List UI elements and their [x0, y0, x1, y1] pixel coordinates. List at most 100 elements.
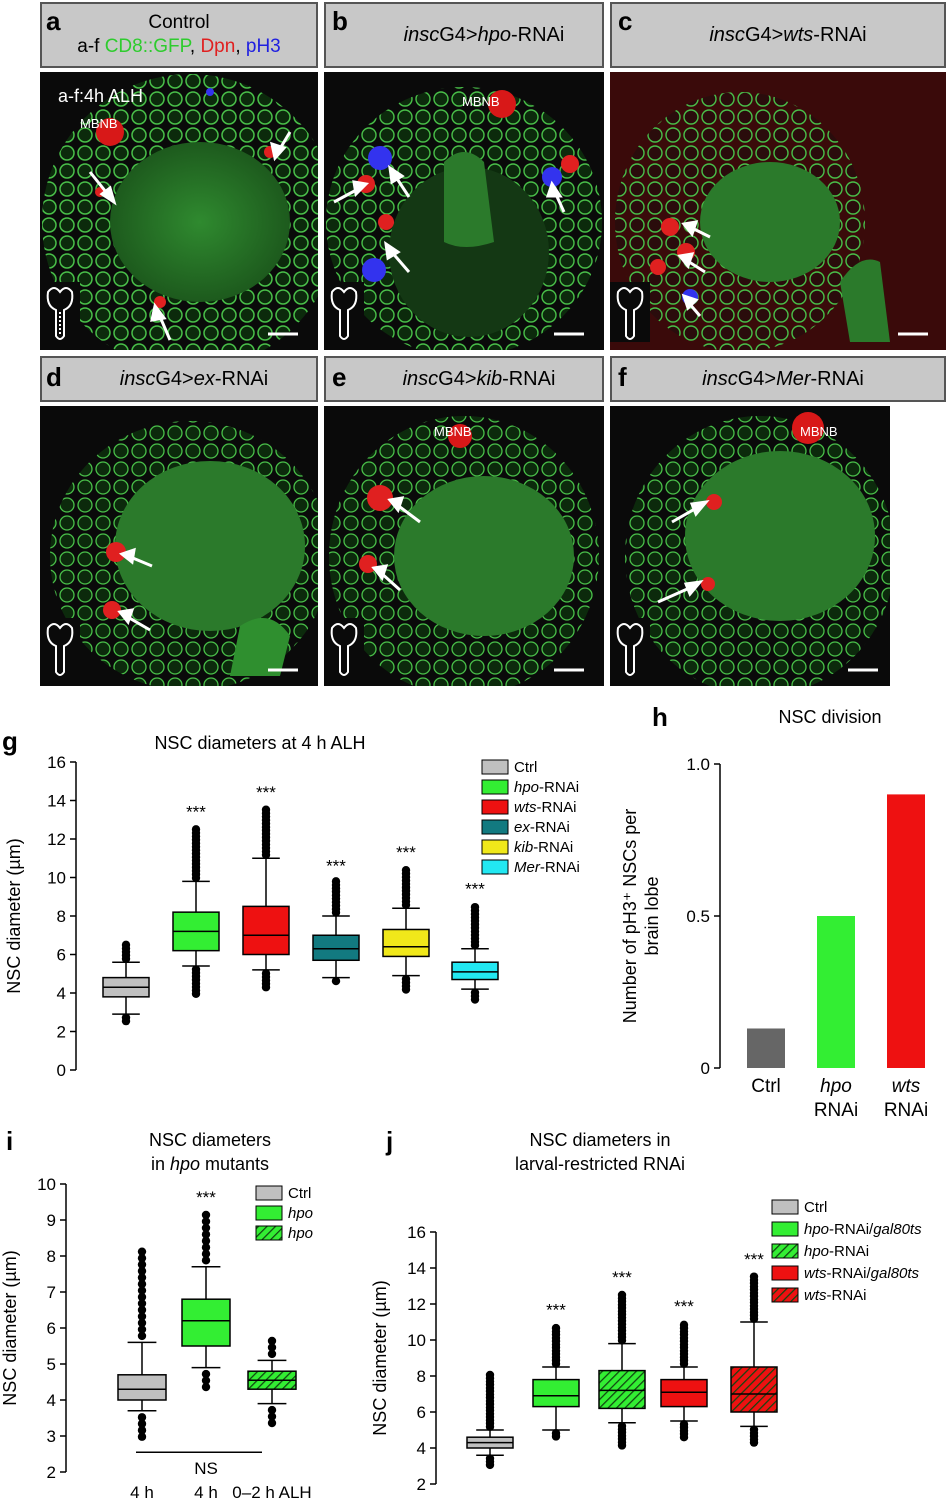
box-i0-outlier: [137, 1292, 147, 1302]
legend-j-3-label: wts-RNAi/gal80ts: [804, 1265, 920, 1282]
box-g1-outlier: [191, 825, 201, 834]
legend-j-0-swatch: [771, 1199, 799, 1215]
box-i0-outlier: [137, 1432, 147, 1441]
panel-letter-a: a: [46, 6, 61, 36]
x-tick-label-i-2: 0–2 h ALH: [232, 1483, 311, 1502]
box-i2-outlier: [267, 1405, 277, 1415]
legend-j-1-label: hpo-RNAi/gal80ts: [804, 1221, 922, 1238]
legend-g-4-swatch: [481, 839, 509, 855]
box-i1-outlier: [201, 1256, 211, 1265]
x-tick-label-i-1: 4 h: [194, 1483, 218, 1502]
box-j1-iqr: [532, 1378, 580, 1408]
box-g5-significance: ***: [465, 879, 485, 898]
legend-j-1-swatch: [771, 1221, 799, 1237]
legend-j-4-swatch: [771, 1287, 799, 1303]
legend-j-3-swatch: [771, 1265, 799, 1281]
y-tick-label: 10: [37, 1175, 56, 1194]
box-j1-significance: ***: [546, 1301, 566, 1320]
panel-letter-g: g: [2, 726, 18, 756]
mbnb-label-a: MBNB: [80, 116, 118, 131]
x-tick-label-i-0: 4 h: [130, 1483, 154, 1502]
box-i0-outlier: [137, 1419, 147, 1428]
panel-letter-j: j: [386, 1126, 394, 1156]
header-a-title: Control: [148, 12, 210, 33]
micrograph-b-art: [324, 87, 602, 350]
box-i2-outlier: [267, 1349, 277, 1359]
header-a-prefix: a-f: [77, 36, 105, 57]
legend-g-4-label: kib-RNAi: [514, 839, 573, 856]
chart-i-title-line1: NSC diameters: [148, 1130, 272, 1150]
header-f-suffix: -RNAi: [810, 367, 864, 390]
box-i0-outlier: [137, 1273, 147, 1282]
header-e-gene: kib: [476, 367, 503, 390]
box-i1-iqr: [181, 1298, 231, 1347]
panel-letter-i: i: [6, 1126, 14, 1156]
y-tick-label: 1.0: [686, 755, 710, 774]
y-tick-label: 12: [47, 830, 66, 849]
timepoint-label: a-f:4h ALH: [58, 86, 144, 106]
y-tick-label: 8: [417, 1367, 426, 1386]
box-i0-outlier: [137, 1325, 147, 1334]
box-i0-outlier: [137, 1305, 147, 1315]
box-g4-outlier: [401, 985, 411, 994]
y-axis-label: NSC diameter (µm): [0, 1250, 20, 1405]
box-i0-outlier: [137, 1426, 147, 1435]
y-tick-label: 2: [57, 1023, 66, 1042]
y-tick-label: 5: [47, 1355, 56, 1374]
header-f: inscG4>Mer-RNAi: [610, 356, 946, 402]
micrograph-a: a-f:4h ALH MBNB: [40, 72, 318, 350]
header-f-driver: insc: [702, 367, 738, 390]
header-c: inscG4>wts-RNAi: [610, 2, 946, 68]
header-c-driver: insc: [709, 23, 745, 46]
micrograph-e-art: [324, 416, 599, 686]
header-d-text: inscG4>ex-RNAi: [120, 368, 268, 391]
y-tick-label: 12: [407, 1295, 426, 1314]
arrow-icon: [88, 131, 292, 341]
box-i0-outlier: [137, 1413, 147, 1422]
header-e-suffix: -RNAi: [502, 367, 556, 390]
header-a: Control a-f CD8::GFP, Dpn, pH3: [40, 2, 318, 68]
y-tick-label: 10: [47, 869, 66, 888]
micrograph-e: MBNB: [324, 406, 604, 686]
header-c-suffix: -RNAi: [813, 23, 867, 46]
brain-schematic-icon: [40, 282, 80, 342]
header-b-driver: insc: [403, 23, 440, 46]
x-tick-label-h-2: wts: [892, 1076, 921, 1097]
header-f-driver-suffix: G4>: [737, 367, 777, 390]
legend-i-0-label: Ctrl: [288, 1185, 311, 1202]
box-g0-outlier: [121, 1016, 131, 1026]
header-c-gene: wts: [783, 23, 814, 46]
micrograph-f: MBNB: [610, 406, 890, 686]
box-g0-outlier: [121, 940, 131, 950]
mbnb-label-e: MBNB: [434, 424, 472, 439]
box-i1-significance: ***: [196, 1188, 216, 1207]
y-tick-label: 0: [57, 1061, 66, 1080]
box-i1-outlier: [201, 1249, 211, 1259]
legend-g-0-swatch: [481, 759, 509, 775]
header-d-driver: insc: [119, 367, 156, 390]
bar-h-1: [817, 916, 855, 1068]
box-g5-outlier: [470, 995, 480, 1004]
header-c-text: inscG4>wts-RNAi: [709, 24, 866, 47]
micrograph-c-art: [610, 72, 946, 350]
header-e-driver-suffix: G4>: [438, 367, 477, 390]
chart-j: 2 4 6 8 10 12 14 16 NSC diameter (µm) *** *** *** **…: [370, 1199, 922, 1494]
y-tick-label: 2: [47, 1463, 56, 1482]
micrograph-b: MBNB: [324, 72, 604, 350]
panel-letter-b: b: [332, 6, 348, 36]
y-tick-label: 4: [57, 984, 66, 1003]
box-i0-iqr: [117, 1374, 167, 1401]
box-j1-outlier: [551, 1323, 561, 1333]
box-g2-outlier: [261, 983, 271, 992]
header-d-gene: ex: [193, 367, 215, 390]
box-i1-outlier: [201, 1210, 211, 1220]
box-g3-outlier: [331, 976, 341, 986]
chart-i-title-line2: in hpo mutants: [90, 1152, 330, 1176]
box-i1-outlier: [201, 1230, 211, 1239]
header-a-sep2: ,: [235, 36, 246, 57]
legend-j-4-label: wts-RNAi: [804, 1287, 867, 1304]
legend-i-2-label: hpo: [288, 1225, 313, 1242]
y-tick-label: 6: [57, 946, 66, 965]
micrograph-c: [610, 72, 946, 350]
legend-g-0-label: Ctrl: [514, 759, 537, 776]
